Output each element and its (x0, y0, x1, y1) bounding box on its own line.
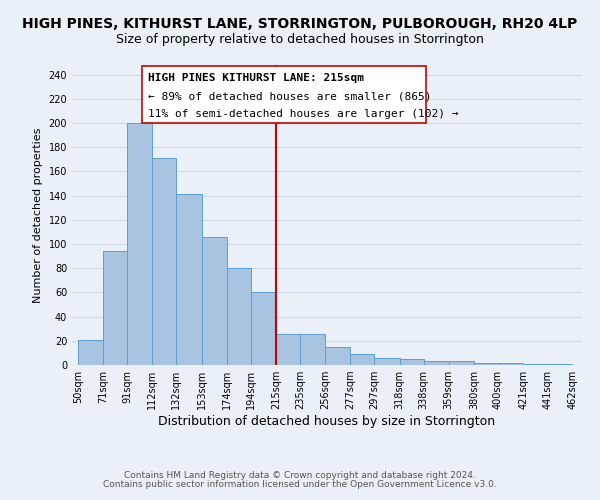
Text: HIGH PINES KITHURST LANE: 215sqm: HIGH PINES KITHURST LANE: 215sqm (148, 74, 364, 84)
Text: Size of property relative to detached houses in Storrington: Size of property relative to detached ho… (116, 32, 484, 46)
Bar (300, 334, 325, 365)
Bar (449, 362, 474, 365)
Text: Contains public sector information licensed under the Open Government Licence v3: Contains public sector information licen… (103, 480, 497, 489)
Bar (276, 334, 300, 365)
Bar (78, 340, 103, 365)
Bar (227, 268, 251, 365)
Bar (350, 354, 374, 365)
Bar (424, 362, 449, 365)
Bar (251, 292, 276, 365)
Bar (547, 364, 572, 365)
Bar (400, 359, 424, 365)
Bar (127, 123, 152, 365)
Bar (523, 364, 547, 365)
Bar (374, 358, 400, 365)
Bar (103, 252, 127, 365)
Bar (474, 362, 498, 365)
Text: HIGH PINES, KITHURST LANE, STORRINGTON, PULBOROUGH, RH20 4LP: HIGH PINES, KITHURST LANE, STORRINGTON, … (22, 18, 578, 32)
Text: ← 89% of detached houses are smaller (865): ← 89% of detached houses are smaller (86… (148, 91, 431, 101)
X-axis label: Distribution of detached houses by size in Storrington: Distribution of detached houses by size … (158, 415, 496, 428)
Bar (152, 158, 176, 365)
Text: 11% of semi-detached houses are larger (102) →: 11% of semi-detached houses are larger (… (148, 108, 458, 118)
Bar (325, 347, 350, 365)
Y-axis label: Number of detached properties: Number of detached properties (33, 128, 43, 302)
Bar (176, 194, 202, 365)
FancyBboxPatch shape (142, 66, 426, 123)
Bar (498, 362, 523, 365)
Bar (202, 237, 227, 365)
Text: Contains HM Land Registry data © Crown copyright and database right 2024.: Contains HM Land Registry data © Crown c… (124, 471, 476, 480)
